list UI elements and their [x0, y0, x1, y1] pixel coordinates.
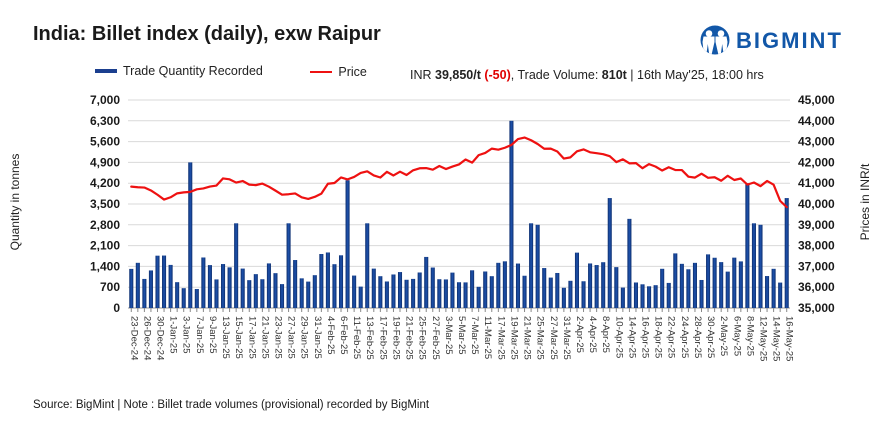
svg-text:6,300: 6,300: [90, 114, 120, 128]
svg-text:3,500: 3,500: [90, 197, 120, 211]
svg-text:27-Feb-25: 27-Feb-25: [430, 316, 441, 360]
svg-text:12-May-25: 12-May-25: [758, 316, 769, 361]
svg-text:27-Mar-25: 27-Mar-25: [548, 316, 559, 360]
svg-text:29-Jan-25: 29-Jan-25: [299, 316, 310, 359]
svg-text:14-May-25: 14-May-25: [771, 316, 782, 361]
svg-text:37,000: 37,000: [798, 259, 835, 273]
svg-text:21-Mar-25: 21-Mar-25: [522, 316, 533, 360]
svg-text:4,900: 4,900: [90, 155, 120, 169]
svg-text:21-Feb-25: 21-Feb-25: [404, 316, 415, 360]
svg-text:13-Jan-25: 13-Jan-25: [220, 316, 231, 359]
svg-text:42,000: 42,000: [798, 155, 835, 169]
svg-text:25-Feb-25: 25-Feb-25: [417, 316, 428, 360]
svg-text:22-Apr-25: 22-Apr-25: [666, 316, 677, 358]
svg-text:4-Apr-25: 4-Apr-25: [587, 316, 598, 353]
svg-text:7,000: 7,000: [90, 93, 120, 107]
svg-text:19-Mar-25: 19-Mar-25: [508, 316, 519, 360]
svg-text:21-Jan-25: 21-Jan-25: [259, 316, 270, 359]
svg-text:44,000: 44,000: [798, 114, 835, 128]
svg-text:1-Jan-25: 1-Jan-25: [168, 316, 179, 354]
svg-text:43,000: 43,000: [798, 135, 835, 149]
svg-text:23-Jan-25: 23-Jan-25: [272, 316, 283, 359]
svg-text:11-Mar-25: 11-Mar-25: [482, 316, 493, 359]
svg-text:5-Mar-25: 5-Mar-25: [456, 316, 467, 355]
svg-text:41,000: 41,000: [798, 176, 835, 190]
svg-text:17-Feb-25: 17-Feb-25: [377, 316, 388, 360]
svg-text:30-Dec-24: 30-Dec-24: [155, 316, 166, 360]
svg-text:6-Feb-25: 6-Feb-25: [338, 316, 349, 355]
svg-text:15-Jan-25: 15-Jan-25: [233, 316, 244, 359]
svg-text:19-Feb-25: 19-Feb-25: [390, 316, 401, 360]
svg-text:30-Apr-25: 30-Apr-25: [705, 316, 716, 358]
svg-text:16-Apr-25: 16-Apr-25: [640, 316, 651, 358]
svg-text:16-May-25: 16-May-25: [784, 316, 795, 361]
svg-text:7-Mar-25: 7-Mar-25: [469, 316, 480, 355]
svg-text:36,000: 36,000: [798, 280, 835, 294]
svg-text:8-May-25: 8-May-25: [744, 316, 755, 356]
svg-text:5,600: 5,600: [90, 135, 120, 149]
svg-text:13-Feb-25: 13-Feb-25: [364, 316, 375, 360]
svg-text:24-Apr-25: 24-Apr-25: [679, 316, 690, 358]
svg-text:0: 0: [113, 301, 120, 315]
svg-text:17-Mar-25: 17-Mar-25: [495, 316, 506, 360]
svg-text:6-May-25: 6-May-25: [731, 316, 742, 356]
svg-text:3-Jan-25: 3-Jan-25: [181, 316, 192, 354]
svg-text:17-Jan-25: 17-Jan-25: [246, 316, 257, 359]
svg-text:25-Mar-25: 25-Mar-25: [535, 316, 546, 360]
svg-text:31-Jan-25: 31-Jan-25: [312, 316, 323, 359]
svg-text:45,000: 45,000: [798, 93, 835, 107]
svg-text:11-Feb-25: 11-Feb-25: [351, 316, 362, 359]
svg-text:2-May-25: 2-May-25: [718, 316, 729, 356]
svg-text:2,800: 2,800: [90, 218, 120, 232]
svg-text:35,000: 35,000: [798, 301, 835, 315]
svg-text:8-Apr-25: 8-Apr-25: [600, 316, 611, 353]
svg-text:18-Apr-25: 18-Apr-25: [653, 316, 664, 358]
svg-text:4,200: 4,200: [90, 176, 120, 190]
svg-text:14-Apr-25: 14-Apr-25: [626, 316, 637, 358]
svg-text:9-Jan-25: 9-Jan-25: [207, 316, 218, 354]
svg-text:26-Dec-24: 26-Dec-24: [141, 316, 152, 360]
svg-text:31-Mar-25: 31-Mar-25: [561, 316, 572, 360]
svg-text:7-Jan-25: 7-Jan-25: [194, 316, 205, 354]
svg-text:2,100: 2,100: [90, 239, 120, 253]
svg-text:700: 700: [100, 280, 120, 294]
svg-text:1,400: 1,400: [90, 259, 120, 273]
svg-text:28-Apr-25: 28-Apr-25: [692, 316, 703, 358]
svg-text:27-Jan-25: 27-Jan-25: [286, 316, 297, 359]
svg-text:10-Apr-25: 10-Apr-25: [613, 316, 624, 358]
svg-text:40,000: 40,000: [798, 197, 835, 211]
svg-text:4-Feb-25: 4-Feb-25: [325, 316, 336, 355]
svg-text:39,000: 39,000: [798, 218, 835, 232]
svg-text:23-Dec-24: 23-Dec-24: [128, 316, 139, 360]
svg-text:38,000: 38,000: [798, 239, 835, 253]
svg-text:3-Mar-25: 3-Mar-25: [443, 316, 454, 355]
svg-text:2-Apr-25: 2-Apr-25: [574, 316, 585, 353]
